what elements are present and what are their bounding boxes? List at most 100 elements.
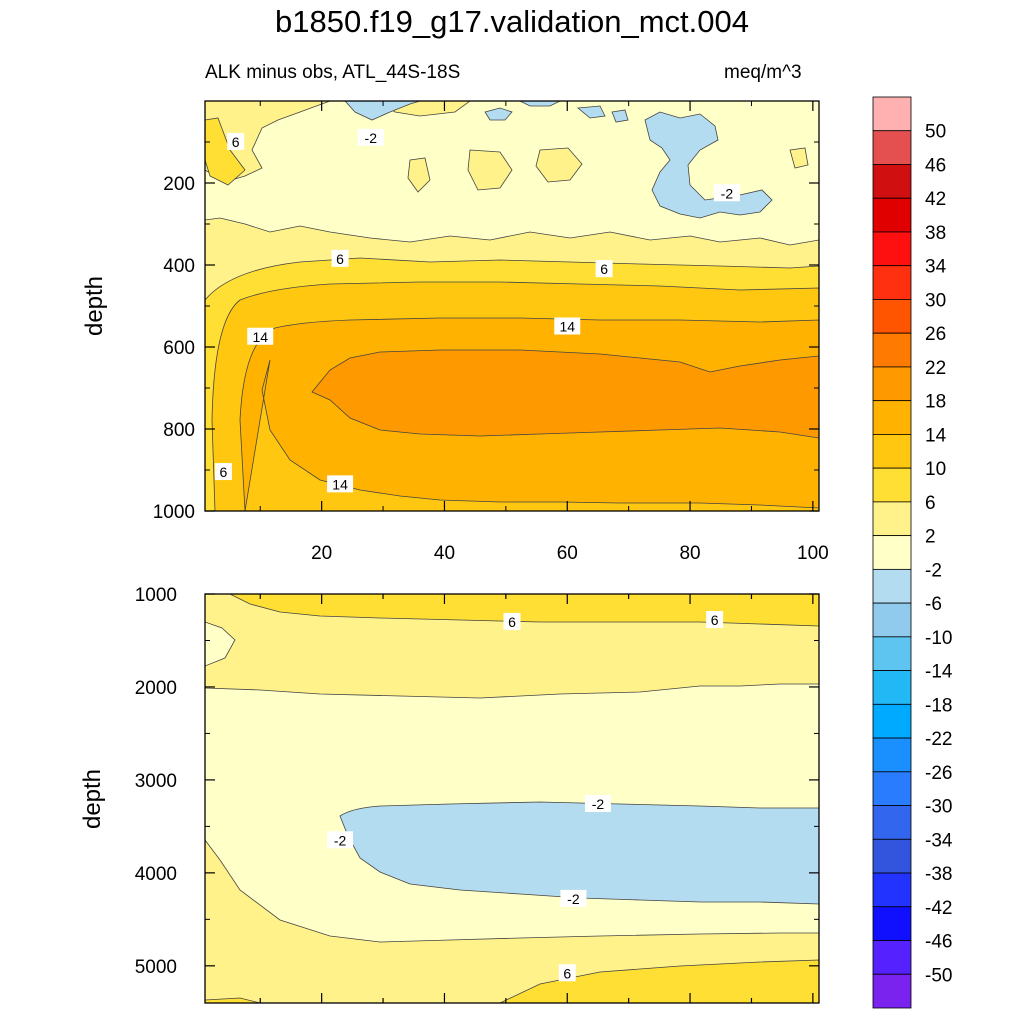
lower-ytick-label: 2000: [135, 678, 177, 699]
upper-contour-label: 14: [559, 319, 575, 335]
lower-contour-label-bg: [584, 795, 611, 813]
colorbar-swatch: [872, 737, 912, 773]
lower-contour-label-bg: [558, 964, 576, 982]
lower-contour-label: -2: [592, 796, 605, 812]
colorbar-label: -42: [925, 898, 952, 919]
colorbar-swatch: [872, 602, 912, 638]
colorbar-swatch: [872, 771, 912, 806]
lower-contour-label-bg: [327, 831, 354, 849]
colorbar-swatch: [872, 703, 912, 739]
upper-contour-labels: 6 -2 -2 6 6 14 14 6 14: [214, 128, 740, 493]
lower-contour-label-bg: [560, 889, 587, 907]
lower-contour-label: 6: [563, 965, 571, 981]
colorbar-swatch: [872, 366, 912, 402]
upper-contour-label-bg: [227, 133, 245, 150]
colorbar-label: 18: [925, 392, 946, 413]
colorbar-label: 2: [925, 527, 936, 548]
colorbar-swatch: [872, 164, 912, 199]
colorbar-label: -18: [925, 695, 952, 716]
upper-contour-label: 6: [336, 251, 344, 267]
upper-axes: 200 400 600 800 1000 20 40 60 80 100: [153, 101, 829, 564]
colorbar-label: 6: [925, 493, 936, 514]
colorbar-label: -10: [925, 628, 952, 649]
colorbar-swatch: [872, 973, 912, 1009]
colorbar-label: -38: [925, 864, 952, 885]
lower-contour-fill: [205, 594, 819, 1003]
lower-contour-label: -2: [334, 832, 347, 848]
colorbar-label: -26: [925, 763, 952, 784]
upper-contour-label: -2: [721, 185, 734, 201]
colorbar-label: 46: [925, 155, 946, 176]
chart-title: b1850.f19_g17.validation_mct.004: [275, 4, 749, 39]
upper-ytick-label: 800: [163, 420, 195, 441]
subtitle-left: ALK minus obs, ATL_44S-18S: [205, 62, 461, 83]
upper-contour-label: 14: [332, 476, 348, 492]
upper-contour-label-bg: [214, 463, 232, 481]
colorbar-swatch: [872, 872, 912, 908]
lower-ytick-label: 3000: [135, 771, 177, 792]
colorbar-label: 50: [925, 122, 946, 143]
upper-ytick-label: 1000: [153, 502, 195, 523]
colorbar-swatch: [872, 231, 912, 267]
colorbar-swatch: [872, 299, 912, 334]
colorbar-label: -6: [925, 594, 942, 615]
upper-contour-label-bg: [554, 317, 581, 335]
colorbar-swatch: [872, 96, 912, 132]
upper-ylabel: depth: [81, 276, 108, 336]
upper-contour-label-bg: [357, 128, 384, 146]
upper-ytick-label: 600: [163, 338, 195, 359]
colorbar-swatch: [872, 838, 912, 874]
upper-xtick-label: 40: [434, 543, 455, 564]
colorbar-swatch: [872, 670, 912, 705]
upper-contour-label: 6: [220, 464, 228, 480]
upper-xtick-label: 100: [797, 543, 829, 564]
upper-contour-label: 14: [252, 329, 268, 345]
upper-contour-label: 6: [600, 261, 608, 277]
colorbar-swatch: [872, 265, 912, 300]
colorbar: 50 46 42 38 34 30 26 22 18 14 10 6 2 -2 -6 -10 -14 -18 -22…: [872, 96, 953, 1009]
upper-contour-label: 6: [232, 134, 240, 150]
colorbar-label: 10: [925, 459, 946, 480]
lower-contour-label-bg: [706, 611, 724, 629]
colorbar-swatch: [872, 501, 912, 537]
colorbar-label: 30: [925, 290, 946, 311]
colorbar-label: -34: [925, 830, 953, 851]
colorbar-label: -50: [925, 965, 952, 986]
colorbar-swatch: [872, 332, 912, 368]
colorbar-label: 22: [925, 358, 946, 379]
colorbar-label: -2: [925, 560, 942, 581]
upper-ytick-label: 200: [163, 174, 195, 195]
lower-contour-labels: 6 6 -2 -2 -2 6: [327, 611, 724, 982]
colorbar-swatch: [872, 400, 912, 435]
colorbar-swatch: [872, 434, 912, 469]
lower-ytick-label: 5000: [135, 957, 177, 978]
colorbar-label: 38: [925, 223, 946, 244]
upper-ytick-label: 400: [163, 256, 195, 277]
colorbar-swatch: [872, 805, 912, 840]
upper-contour-label-bg: [713, 184, 740, 202]
lower-plot-frame: [204, 593, 820, 1004]
upper-xtick-label: 60: [557, 543, 578, 564]
upper-xtick-label: 80: [679, 543, 700, 564]
upper-contour-label: -2: [365, 130, 378, 146]
lower-contour-label: 6: [711, 612, 719, 628]
colorbar-label: -22: [925, 729, 952, 750]
colorbar-swatch: [872, 467, 912, 503]
colorbar-label: 42: [925, 189, 946, 210]
upper-contour-label-bg: [595, 260, 613, 278]
upper-contour-label-bg: [331, 249, 349, 267]
colorbar-swatch: [872, 568, 912, 604]
colorbar-label: -46: [925, 932, 952, 953]
upper-contour-label-bg: [327, 475, 354, 493]
colorbar-swatch: [872, 940, 912, 975]
upper-contour-label-bg: [247, 327, 274, 345]
upper-xtick-label: 20: [311, 543, 332, 564]
colorbar-label: -14: [925, 662, 953, 683]
colorbar-swatch: [872, 130, 912, 165]
lower-ytick-label: 1000: [135, 585, 177, 606]
colorbar-swatch: [872, 906, 912, 941]
colorbar-label: -30: [925, 797, 952, 818]
lower-contour-label-bg: [503, 612, 521, 630]
upper-contour-fill: [205, 101, 819, 511]
